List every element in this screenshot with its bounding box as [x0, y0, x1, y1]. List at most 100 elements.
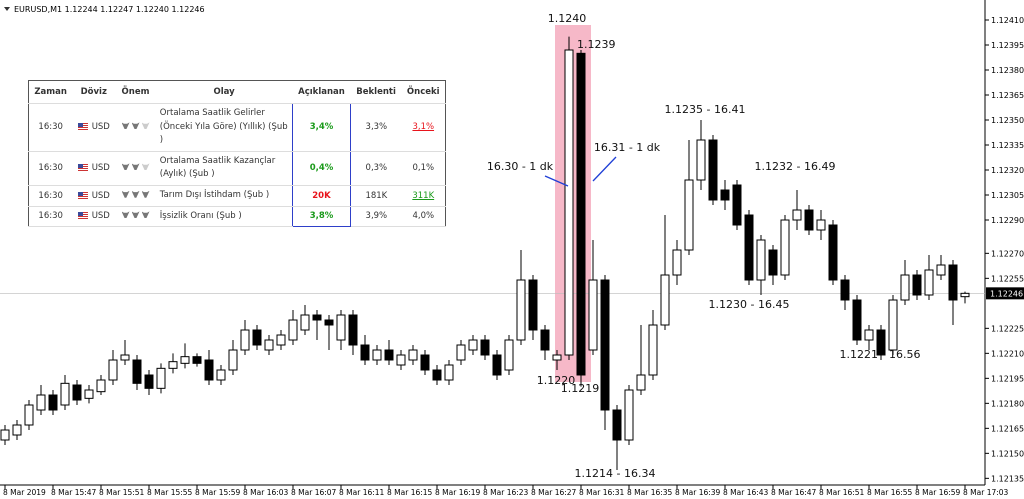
x-tick-label: 8 Mar 16:51 [819, 488, 865, 497]
x-tick-label: 8 Mar 15:51 [99, 488, 145, 497]
candle-body [252, 329, 262, 346]
candle-body [84, 389, 94, 399]
candle-body [564, 49, 574, 356]
flag [77, 123, 88, 131]
y-tick-label: 1.12150 [991, 449, 1024, 458]
table-row: 16:30 USD Tarım Dışı İstihdam (Şub ) 20K 181… [28, 185, 446, 207]
actual: 3,8% [291, 206, 352, 228]
event: Ortalama Saatlik Kazançlar (Aylık) (Şub … [155, 151, 293, 186]
currency: USD [72, 206, 116, 228]
annotation: 1.1232 - 16.49 [755, 160, 836, 173]
menu-triangle [4, 7, 10, 11]
x-tick-label: 8 Mar 16:11 [339, 488, 385, 497]
previous: 0,1% [401, 151, 446, 186]
candle-body [276, 334, 286, 346]
column-header: Açıklanan [292, 80, 351, 104]
candle-body [396, 354, 406, 366]
y-tick-label: 1.12255 [991, 274, 1024, 283]
y-tick-label: 1.12365 [991, 91, 1024, 100]
candle-body [312, 314, 322, 321]
candle-body [924, 269, 934, 296]
y-tick-label: 1.12270 [991, 249, 1024, 258]
y-tick-label: 1.12350 [991, 116, 1024, 125]
importance-icon [121, 211, 130, 219]
importance-icon [121, 122, 130, 130]
candle-body [240, 329, 250, 351]
candle-body [36, 394, 46, 411]
y-tick-label: 1.12320 [991, 166, 1024, 175]
candle-body [636, 374, 646, 391]
candle-body [876, 329, 886, 356]
currency: USD [72, 103, 116, 152]
importance-icon [131, 190, 140, 198]
candle-body [852, 299, 862, 341]
y-tick-label: 1.12380 [991, 66, 1024, 75]
actual: 20K [291, 185, 352, 207]
candle-body [528, 279, 538, 331]
price-label-box [986, 287, 1024, 300]
annotation: 1.1221 - 16.56 [840, 348, 921, 361]
x-tick-label: 8 Mar 16:47 [771, 488, 817, 497]
currency-code: USD [91, 211, 110, 222]
table-row: 16:30 USD Ortalama Saatlik Gelirler (Öncek… [28, 103, 446, 152]
candle-body [144, 374, 154, 389]
importance-icon [141, 190, 150, 198]
previous: 3,1% [401, 103, 446, 152]
candle-body [468, 339, 478, 351]
candle-body [552, 354, 562, 361]
candle-body [300, 314, 310, 331]
currency-code: USD [91, 122, 110, 133]
importance-icon [141, 163, 150, 171]
candle-body [888, 299, 898, 351]
forecast: 3,3% [350, 103, 402, 152]
column-header: Zaman [28, 80, 73, 104]
forecast: 0,3% [350, 151, 402, 186]
chart-title: EURUSD,M1 1.12244 1.12247 1.12240 1.1224… [14, 5, 205, 14]
x-tick-label: 8 Mar 16:27 [531, 488, 577, 497]
candle-body [576, 52, 586, 376]
candle-body [360, 344, 370, 361]
column-header: Önceki [401, 80, 446, 104]
table-row: 16:30 USD Ortalama Saatlik Kazançlar (Aylı… [28, 151, 446, 186]
importance-icon [141, 122, 150, 130]
flag [77, 191, 88, 199]
previous: 311K [401, 185, 446, 207]
candle-body [0, 429, 10, 441]
time: 16:30 [28, 151, 73, 186]
importance [115, 185, 156, 207]
x-tick-label: 8 Mar 16:55 [867, 488, 913, 497]
candle-body [228, 349, 238, 371]
candle-body [420, 354, 430, 371]
arrow [544, 175, 569, 187]
importance-icon [131, 122, 140, 130]
candle-body [180, 356, 190, 364]
column-header: Döviz [72, 80, 116, 104]
candle-body [432, 369, 442, 381]
event: Tarım Dışı İstihdam (Şub ) [155, 185, 293, 207]
candle-body [72, 384, 82, 401]
event: İşsizlik Oranı (Şub ) [155, 206, 293, 228]
table-row: 16:30 USD İşsizlik Oranı (Şub ) 3,8% 3,9% 4,0… [28, 206, 446, 228]
candle-body [408, 349, 418, 361]
actual: 3,4% [291, 103, 352, 152]
candle-body [480, 339, 490, 356]
previous-value: 0,1% [412, 163, 435, 174]
annotation: 16.30 - 1 dk [487, 160, 554, 173]
candle-body [492, 354, 502, 376]
candle-body [600, 279, 610, 411]
candle-body [336, 314, 346, 341]
candle-body [444, 364, 454, 381]
candle-body [192, 356, 202, 364]
candle-body [672, 249, 682, 276]
importance [115, 103, 156, 152]
x-tick-label: 8 Mar 16:59 [915, 488, 961, 497]
x-tick-label: 8 Mar 16:15 [387, 488, 433, 497]
time: 16:30 [28, 206, 73, 228]
y-tick-label: 1.12180 [991, 399, 1024, 408]
candle-body [768, 249, 778, 276]
importance-icon [131, 211, 140, 219]
candle-body [612, 409, 622, 441]
annotation: 1.1235 - 16.41 [665, 103, 746, 116]
